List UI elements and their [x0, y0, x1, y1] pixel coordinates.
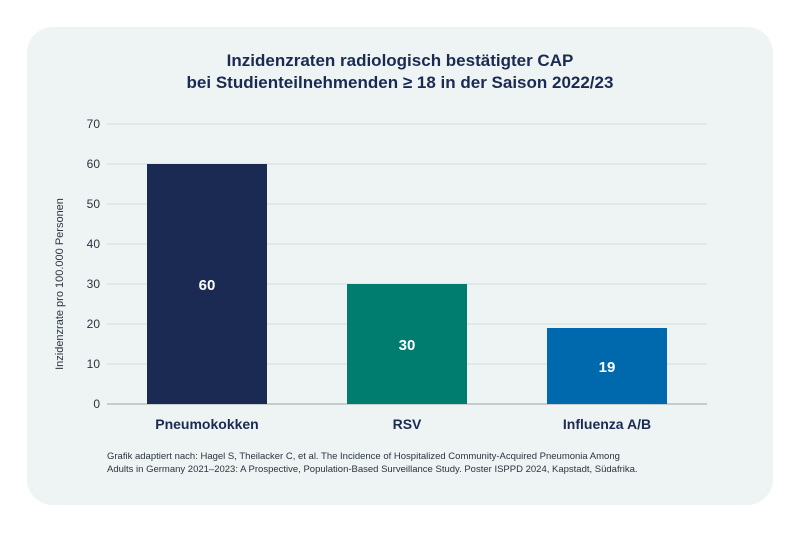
y-tick-label-40: 40 [87, 237, 101, 251]
y-tick-label-50: 50 [87, 197, 101, 211]
source-line-1: Grafik adaptiert nach: Hagel S, Theilack… [107, 451, 620, 462]
chart-title-line-1: Inzidenzraten radiologisch bestätigter C… [226, 51, 574, 70]
bar-pneumokokken [147, 164, 267, 404]
chart-title-line-2: bei Studienteilnehmenden ≥ 18 in der Sai… [186, 73, 614, 92]
y-tick-label-60: 60 [87, 157, 101, 171]
x-tick-label-0: Pneumokokken [155, 416, 258, 432]
x-tick-label-2: Influenza A/B [563, 416, 651, 432]
bar-influenza-a-b [547, 328, 667, 404]
bar-rsv [347, 284, 467, 404]
chart-title: Inzidenzraten radiologisch bestätigter C… [0, 50, 800, 94]
source-note: Grafik adaptiert nach: Hagel S, Theilack… [107, 450, 747, 476]
y-tick-label-20: 20 [87, 317, 101, 331]
y-tick-label-70: 70 [87, 117, 101, 131]
y-tick-label-0: 0 [93, 397, 100, 411]
y-axis-label: Inzidenzrate pro 100.000 Personen [54, 198, 66, 370]
source-line-2: Adults in Germany 2021–2023: A Prospecti… [107, 464, 638, 475]
data-label-0: 60 [199, 277, 216, 294]
data-label-1: 30 [399, 337, 416, 354]
y-tick-label-10: 10 [87, 357, 101, 371]
x-tick-label-1: RSV [393, 416, 422, 432]
data-label-2: 19 [599, 359, 616, 376]
y-tick-label-30: 30 [87, 277, 101, 291]
